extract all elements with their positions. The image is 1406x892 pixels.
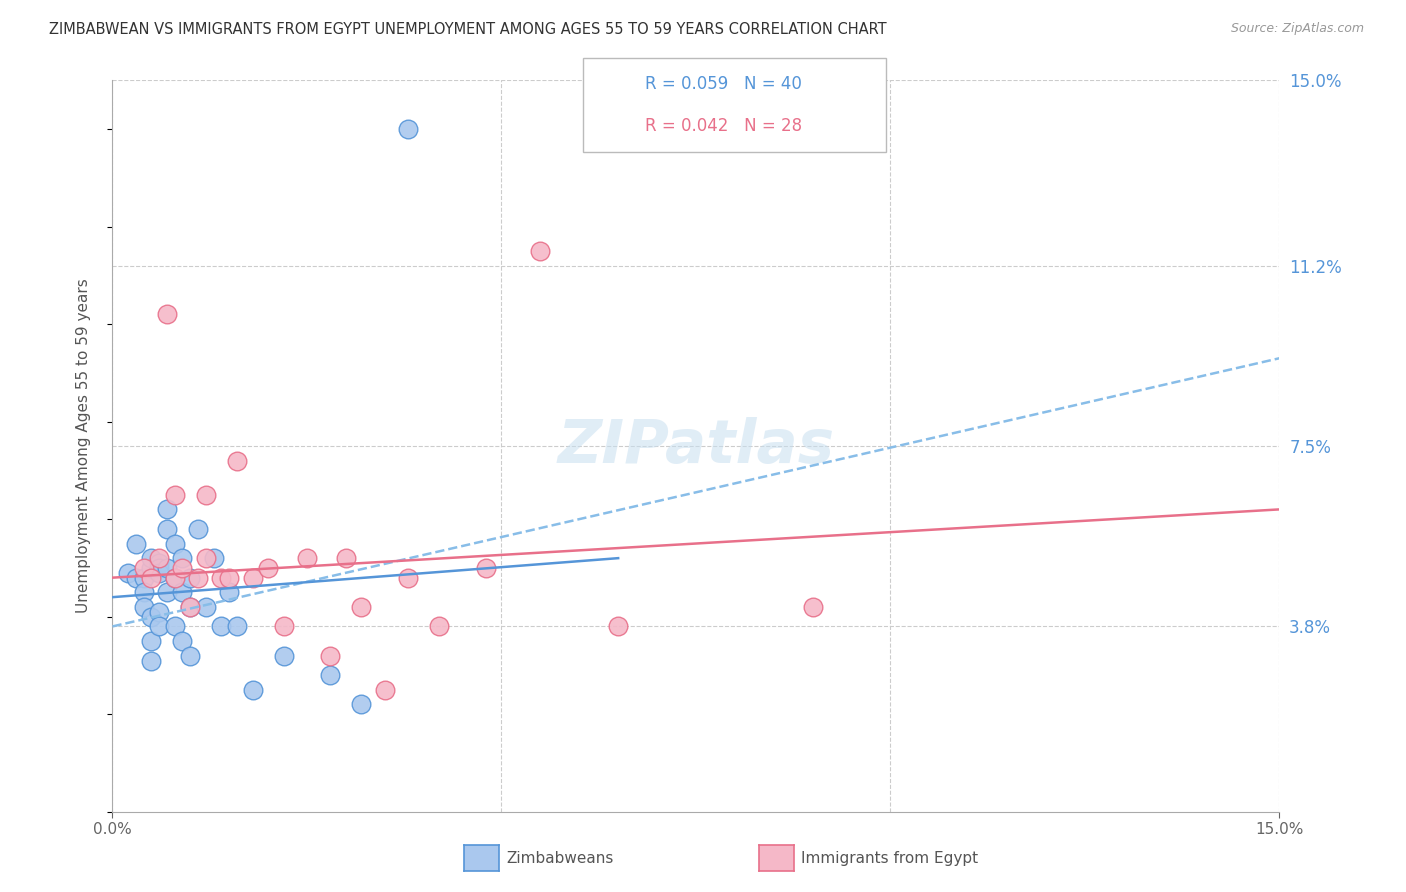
Point [529,244,551,258]
Point [350,599,373,614]
Point [179,571,201,585]
Point [194,488,217,502]
Point [132,561,155,575]
Point [179,599,201,614]
Point [156,502,179,516]
Point [172,561,194,575]
Text: R = 0.059   N = 40: R = 0.059 N = 40 [645,75,803,93]
Point [179,648,201,663]
Point [163,536,186,550]
Point [117,566,139,580]
Point [172,585,194,599]
Point [242,682,264,697]
Point [273,648,295,663]
Point [218,571,240,585]
Point [396,122,419,136]
Point [350,698,373,712]
Point [295,551,318,566]
Point [148,561,170,575]
Point [187,571,209,585]
Point [218,585,240,599]
Point [141,634,163,648]
Point [141,561,163,575]
Point [475,561,498,575]
Point [148,556,170,570]
Point [209,571,232,585]
Point [132,585,155,599]
Point [427,619,450,633]
Point [194,551,217,566]
Point [607,619,630,633]
Point [141,654,163,668]
Text: ZIPatlas: ZIPatlas [557,417,835,475]
Point [148,551,170,566]
Point [148,566,170,580]
Point [172,551,194,566]
Point [172,634,194,648]
Point [257,561,280,575]
Text: Zimbabweans: Zimbabweans [506,851,613,865]
Point [194,599,217,614]
Point [163,571,186,585]
Point [209,619,232,633]
Point [187,522,209,536]
Text: ZIMBABWEAN VS IMMIGRANTS FROM EGYPT UNEMPLOYMENT AMONG AGES 55 TO 59 YEARS CORRE: ZIMBABWEAN VS IMMIGRANTS FROM EGYPT UNEM… [49,22,887,37]
Point [396,571,419,585]
Point [156,522,179,536]
Point [374,682,396,697]
Point [179,599,201,614]
Point [335,551,357,566]
Text: Source: ZipAtlas.com: Source: ZipAtlas.com [1230,22,1364,36]
Y-axis label: Unemployment Among Ages 55 to 59 years: Unemployment Among Ages 55 to 59 years [76,278,91,614]
Point [141,551,163,566]
Point [202,551,225,566]
Point [156,585,179,599]
Point [163,571,186,585]
Point [226,453,249,467]
Point [125,536,148,550]
Point [148,619,170,633]
Point [156,561,179,575]
Text: R = 0.042   N = 28: R = 0.042 N = 28 [645,117,803,135]
Point [319,668,342,682]
Point [242,571,264,585]
Point [801,599,824,614]
Point [273,619,295,633]
Point [132,571,155,585]
Point [125,571,148,585]
Point [141,571,163,585]
Point [132,599,155,614]
Point [156,307,179,321]
Point [226,619,249,633]
Point [163,619,186,633]
Point [148,605,170,619]
Text: Immigrants from Egypt: Immigrants from Egypt [801,851,979,865]
Point [319,648,342,663]
Point [141,609,163,624]
Point [163,488,186,502]
